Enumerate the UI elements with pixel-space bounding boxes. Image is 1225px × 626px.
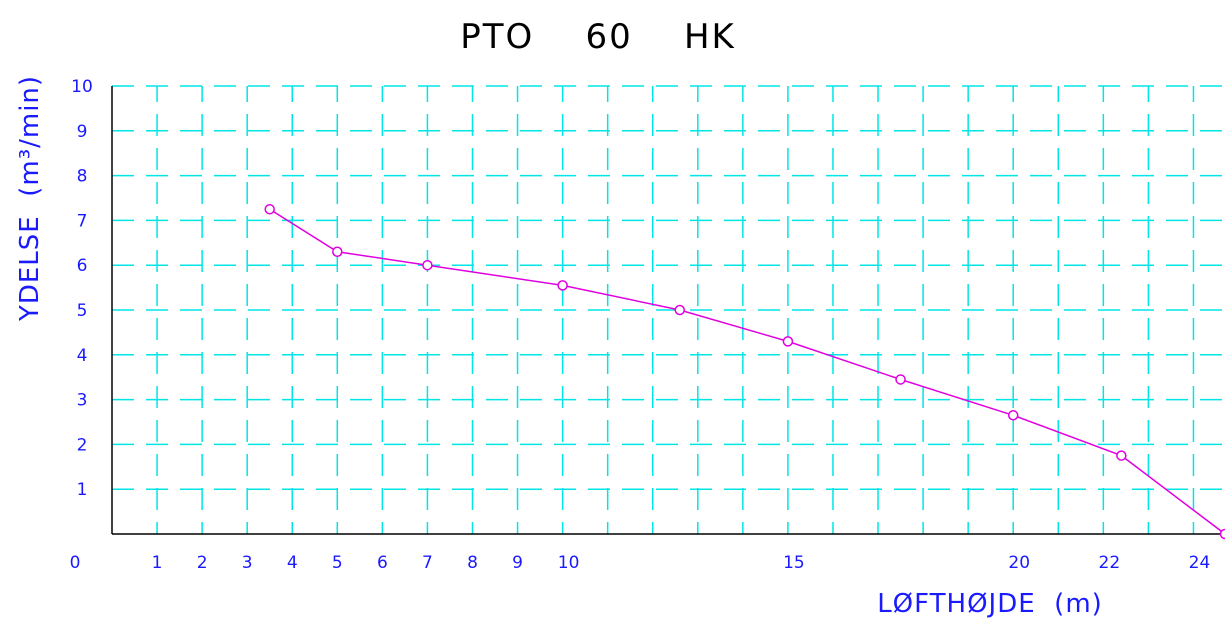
axes — [111, 86, 1225, 535]
y-tick-label: 4 — [77, 346, 88, 366]
data-point — [264, 203, 275, 215]
x-tick-label: 8 — [467, 553, 478, 573]
data-point — [895, 374, 906, 385]
x-tick-label: 7 — [422, 553, 433, 573]
x-tick-label: 5 — [332, 553, 343, 573]
chart-title: PTO 60 HK — [460, 17, 736, 57]
x-tick-label: 6 — [377, 553, 388, 573]
x-tick-label: 20 — [1008, 553, 1030, 573]
x-tick-label: 9 — [512, 553, 523, 573]
y-tick-label: 3 — [77, 391, 88, 411]
grid — [112, 85, 1225, 534]
data-point — [332, 246, 343, 258]
data-point — [1007, 410, 1019, 421]
x-tick-label: 22 — [1099, 553, 1121, 573]
data-point — [782, 336, 794, 347]
x-tick-label: 4 — [287, 553, 298, 573]
y-tick-label: 1 — [77, 480, 88, 500]
y-tick-label: 5 — [77, 301, 88, 321]
data-point — [1116, 450, 1127, 461]
y-axis-label: YDELSE (m³/min) — [15, 75, 45, 322]
y-tick-label: 6 — [77, 256, 88, 276]
y-tick-label: 2 — [77, 435, 88, 455]
data-point — [422, 259, 433, 271]
x-tick-label: 15 — [783, 553, 805, 573]
y-tick-label: 7 — [77, 211, 88, 231]
series-line — [269, 208, 1225, 535]
y-tick-label: 8 — [77, 167, 88, 187]
x-tick-labels: 0 1 2 3 4 5 6 7 8 9 10 15 20 22 24 — [70, 553, 1211, 573]
x-tick-label: 1 — [152, 553, 163, 573]
x-axis-label: LØFTHØJDE (m) — [877, 589, 1103, 619]
y-tick-label: 10 — [71, 77, 93, 97]
x-tick-label: 2 — [197, 553, 208, 573]
data-point — [674, 304, 686, 316]
x-tick-label: 3 — [242, 553, 253, 573]
y-tick-label: 9 — [77, 122, 88, 142]
x-tick-label: 24 — [1189, 553, 1211, 573]
x-tick-label: 0 — [70, 553, 81, 573]
data-point — [1219, 528, 1225, 540]
y-tick-labels: 1 2 3 4 5 6 7 8 9 10 — [71, 77, 93, 500]
x-tick-label: 10 — [558, 553, 580, 573]
series-layer — [264, 203, 1225, 540]
data-point — [557, 280, 568, 291]
